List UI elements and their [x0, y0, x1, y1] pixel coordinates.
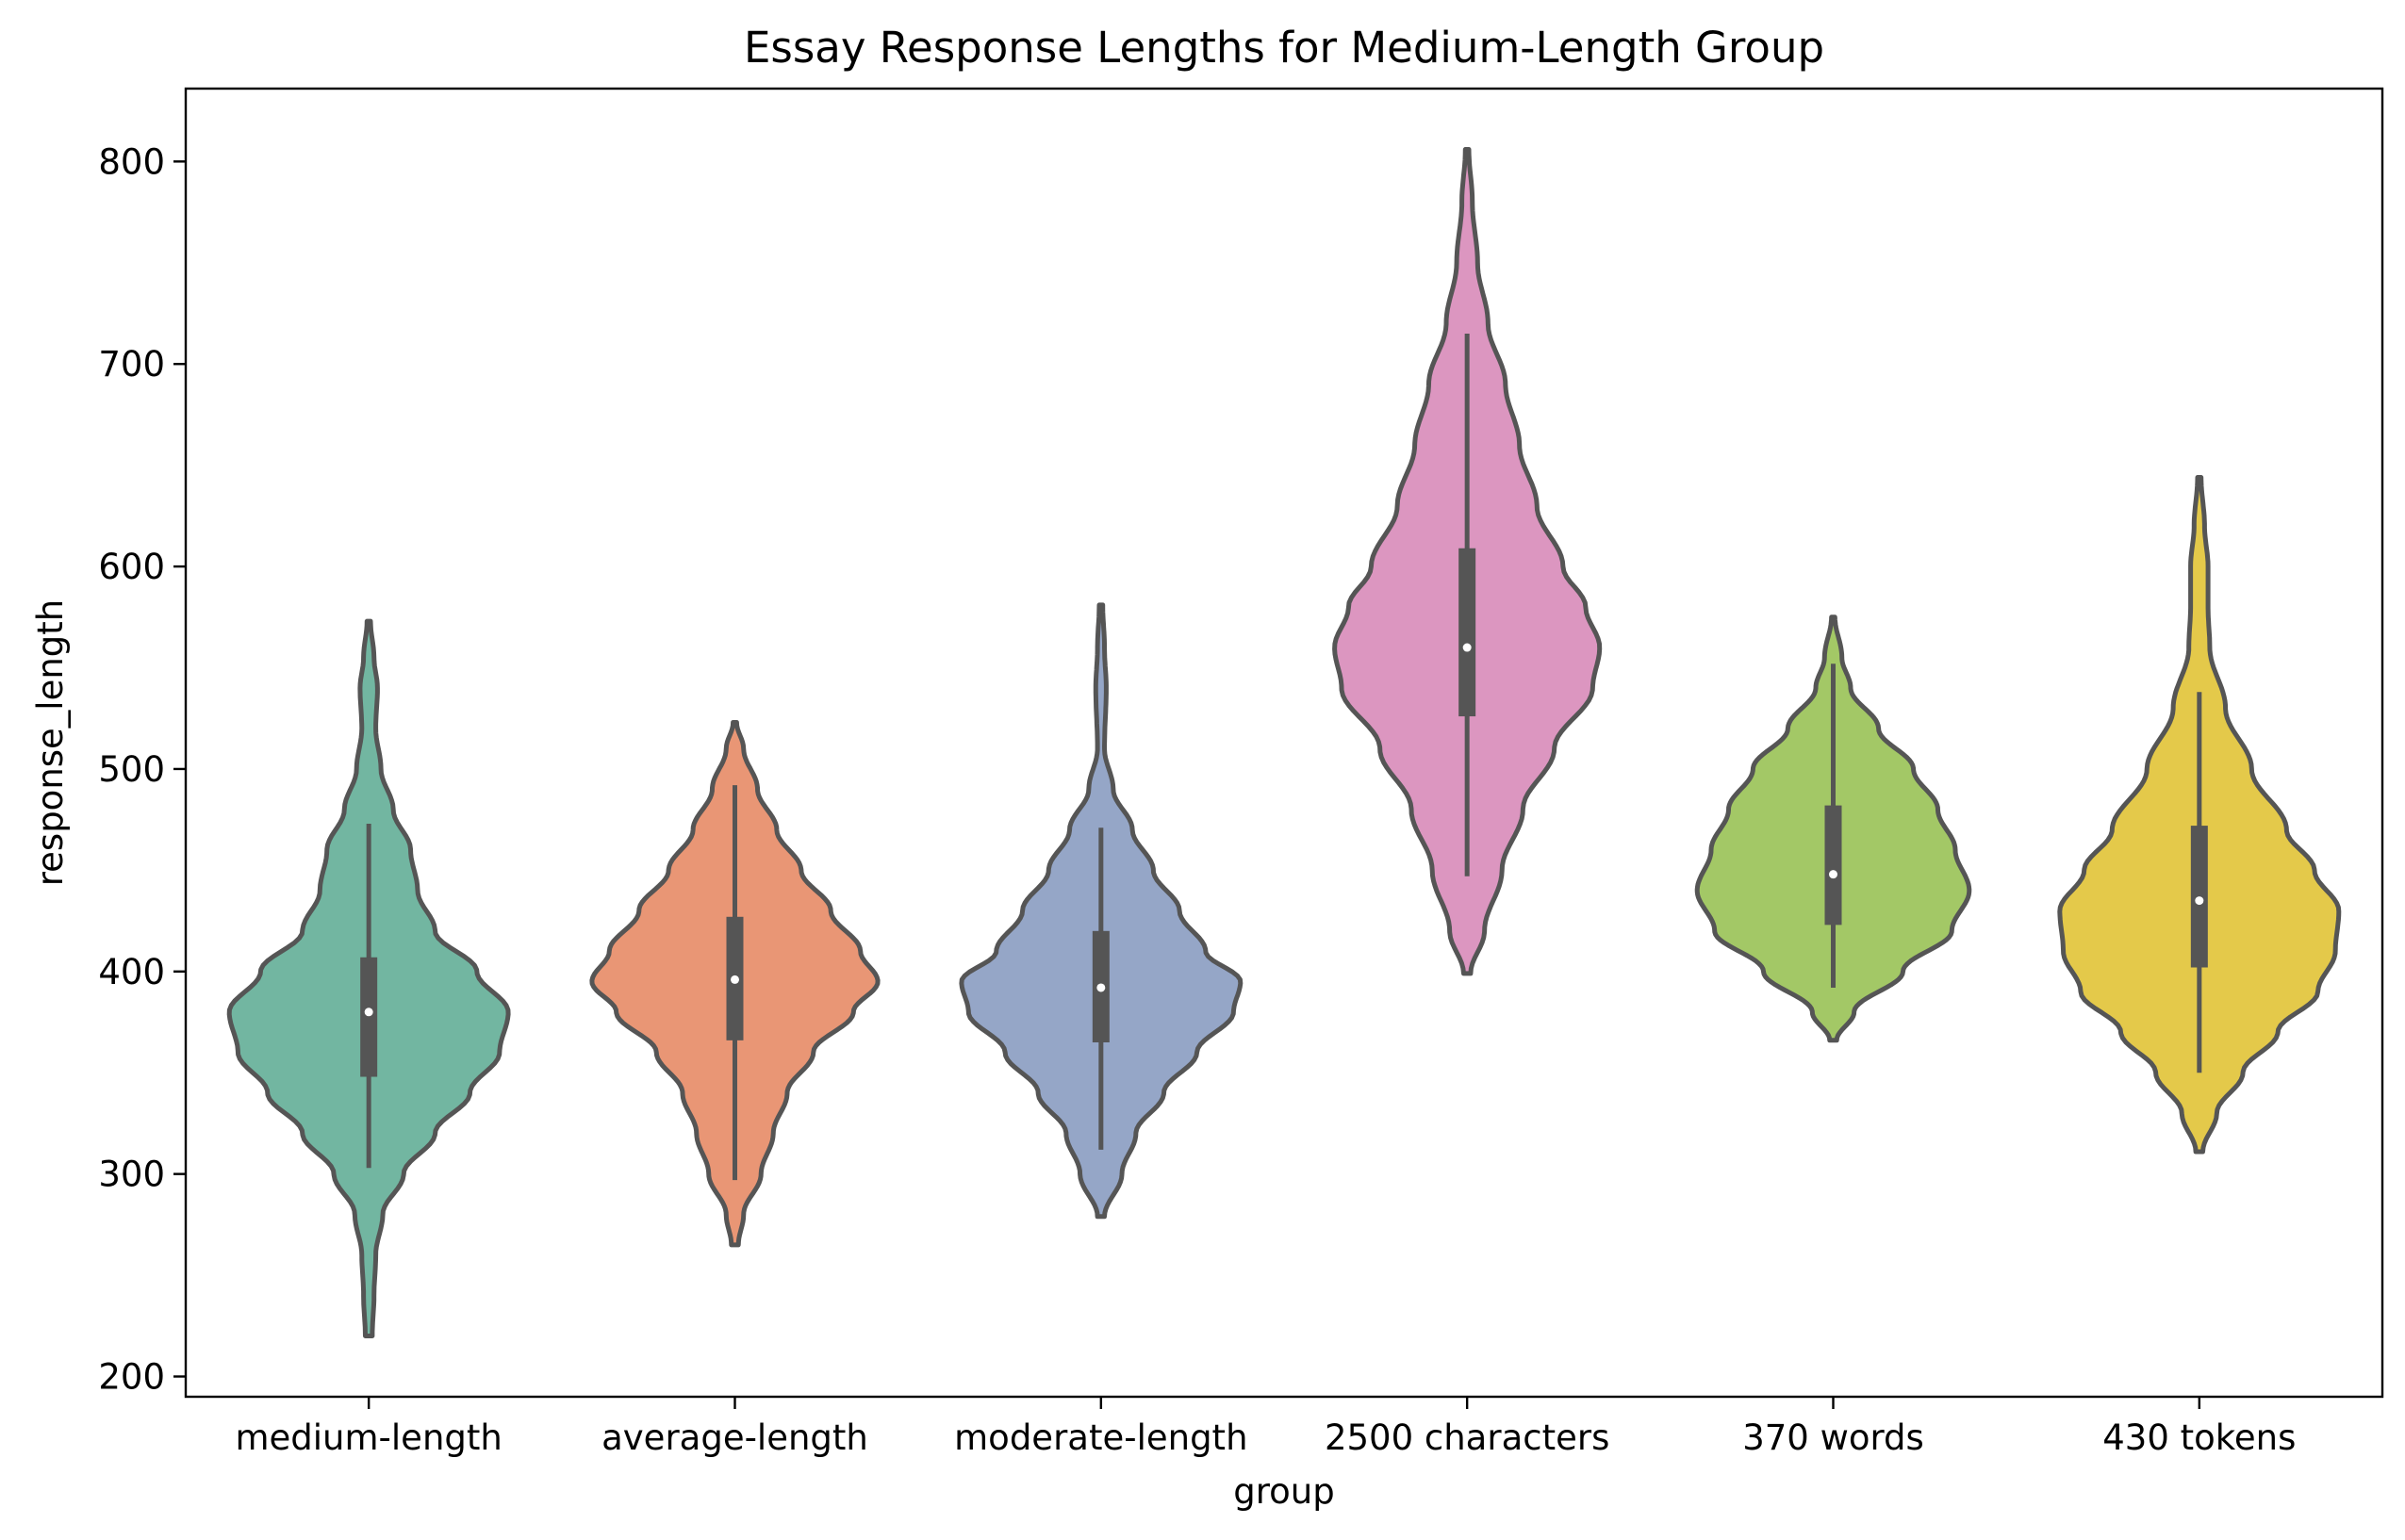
y-tick-label: 600 [98, 547, 165, 587]
violins-layer [226, 147, 2342, 1338]
median-dot-430-tokens [2195, 896, 2204, 906]
plot-frame [184, 87, 2384, 1399]
x-axis: medium-length average-length moderate-leng… [235, 1397, 2296, 1458]
x-tick-label: medium-length [235, 1417, 502, 1458]
median-dot-2500-characters [1462, 643, 1472, 652]
x-axis-title: group [1233, 1471, 1334, 1512]
x-tick-label: average-length [601, 1417, 868, 1458]
y-tick-label: 200 [98, 1357, 165, 1398]
iqr-box-370-words [1824, 805, 1842, 926]
median-dot-medium-length [364, 1008, 373, 1017]
x-tick-label: moderate-length [954, 1417, 1247, 1458]
y-tick-label: 300 [98, 1155, 165, 1195]
median-dot-370-words [1829, 870, 1837, 879]
y-axis-title: response_length [30, 599, 71, 887]
y-axis: 200 300 400 500 600 700 800 [98, 141, 186, 1398]
x-tick-label: 430 tokens [2102, 1417, 2296, 1458]
iqr-box-2500-characters [1458, 548, 1476, 717]
iqr-box-medium-length [360, 957, 378, 1077]
median-dot-average-length [731, 975, 739, 984]
y-tick-label: 800 [98, 141, 165, 182]
chart-title: Essay Response Lengths for Medium-Length… [744, 23, 1824, 73]
x-tick-label: 370 words [1742, 1417, 1924, 1458]
y-tick-label: 400 [98, 952, 165, 992]
y-tick-label: 500 [98, 749, 165, 790]
y-tick-label: 700 [98, 344, 165, 385]
median-dot-moderate-length [1096, 983, 1106, 992]
x-tick-label: 2500 characters [1325, 1417, 1609, 1458]
